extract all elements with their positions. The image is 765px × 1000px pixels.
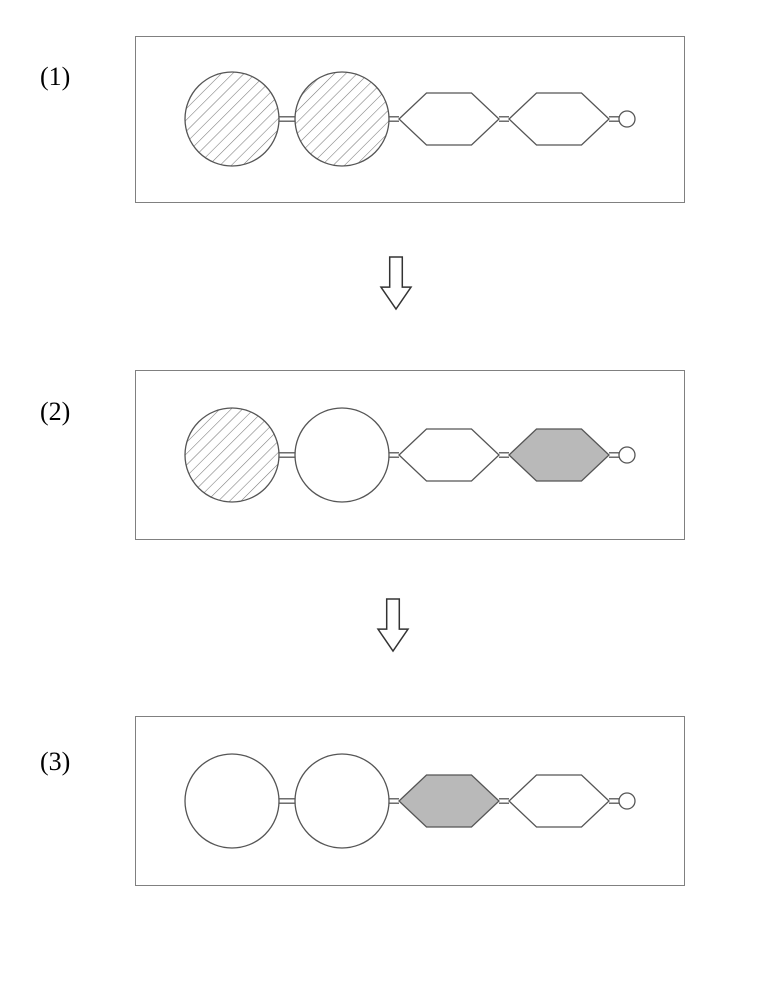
circle-node [295, 408, 389, 502]
circle-node [185, 754, 279, 848]
hexagon-node [399, 93, 499, 145]
panel-svg [136, 371, 684, 539]
panel [135, 370, 685, 540]
small-circle-node [619, 447, 635, 463]
diagram-page: (1) (2) (3) [0, 0, 765, 1000]
hexagon-node [399, 775, 499, 827]
panel-svg [136, 37, 684, 202]
hexagon-node [509, 429, 609, 481]
row-label: (1) [40, 62, 70, 92]
row-label: (3) [40, 747, 70, 777]
row-label: (2) [40, 397, 70, 427]
panel-svg [136, 717, 684, 885]
circle-node [185, 408, 279, 502]
circle-node [185, 72, 279, 166]
small-circle-node [619, 111, 635, 127]
hexagon-node [509, 93, 609, 145]
down-arrow-icon [373, 594, 413, 656]
panel [135, 36, 685, 203]
circle-node [295, 754, 389, 848]
down-arrow-icon [376, 252, 416, 314]
hexagon-node [399, 429, 499, 481]
small-circle-node [619, 793, 635, 809]
hexagon-node [509, 775, 609, 827]
panel [135, 716, 685, 886]
circle-node [295, 72, 389, 166]
